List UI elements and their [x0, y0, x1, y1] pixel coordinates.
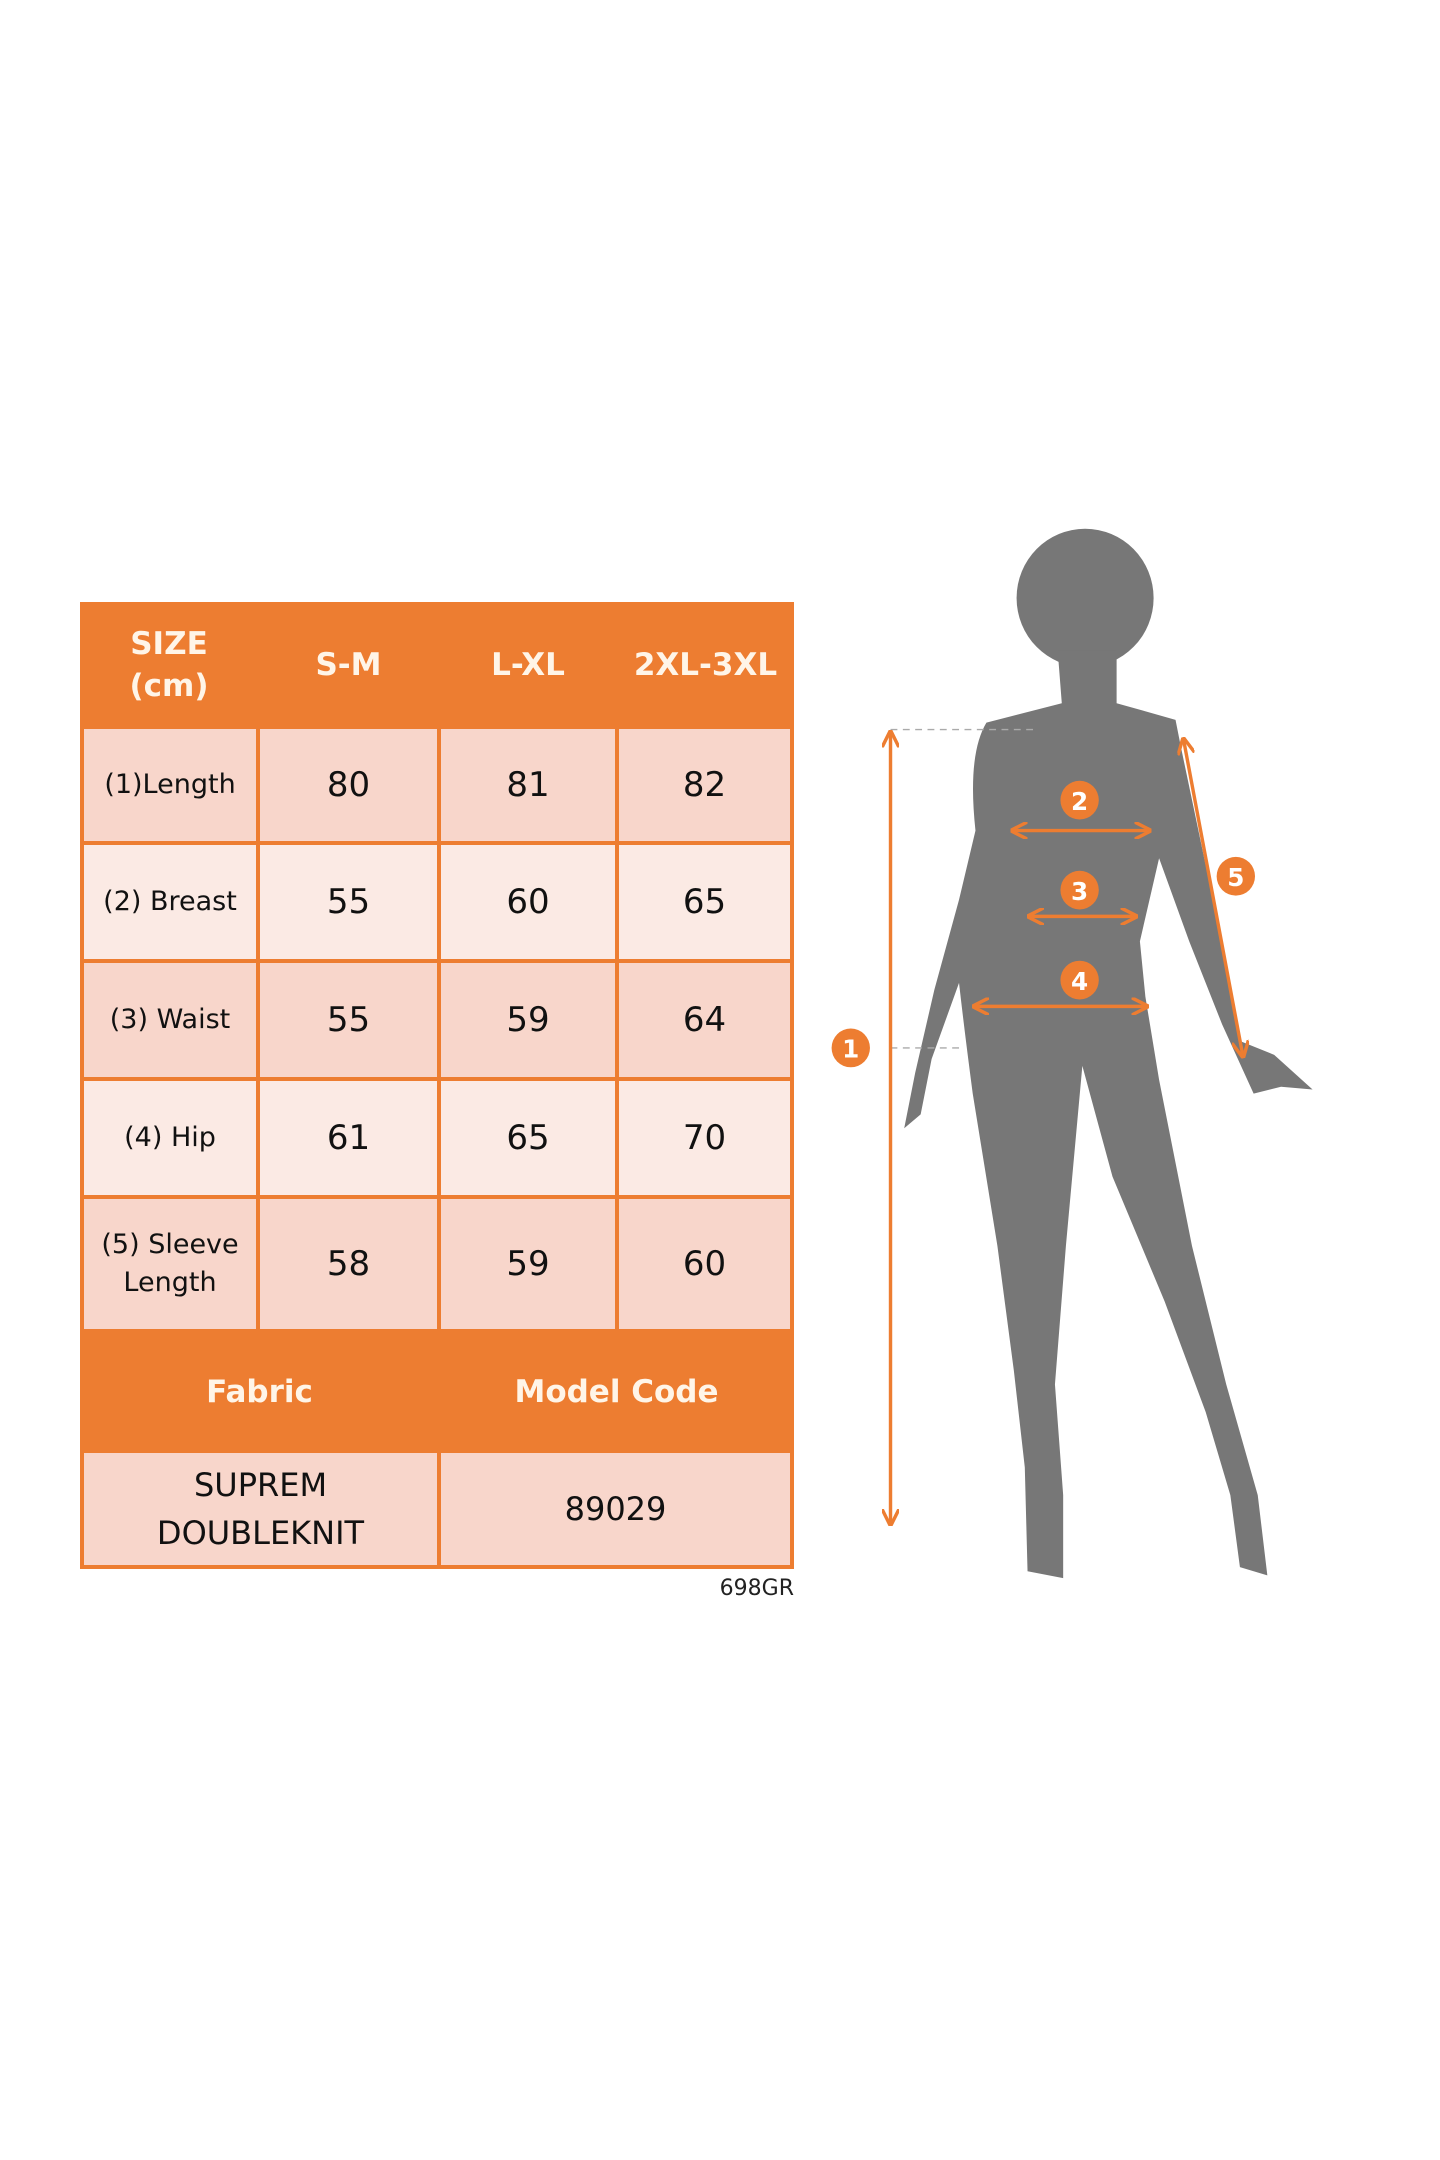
cell-length-2xl-3xl: 82: [619, 729, 790, 841]
body-measurement-figure: 1 2 3 4 5: [831, 528, 1313, 1579]
model-code-value: 89029: [441, 1453, 790, 1565]
sleeve-arrow: [1184, 741, 1243, 1055]
size-chart-table: SIZE (cm) S-M L-XL 2XL-3XL (1)Length 80 …: [80, 602, 794, 1569]
marker-1: 1: [831, 1028, 870, 1068]
marker-2-label: 2: [1071, 787, 1088, 816]
marker-3: 3: [1060, 870, 1099, 910]
marker-3-label: 3: [1071, 877, 1088, 906]
header-size: SIZE (cm): [80, 602, 258, 727]
silhouette-head: [1016, 528, 1154, 668]
row-label-hip: (4) Hip: [84, 1081, 256, 1195]
fabric-value: SUPREM DOUBLEKNIT: [84, 1453, 437, 1565]
row-label-sleeve-length: (5) Sleeve Length: [84, 1199, 256, 1329]
row-label-sleeve-line2: Length: [123, 1267, 217, 1298]
cell-waist-s-m: 55: [260, 963, 437, 1077]
marker-4-label: 4: [1071, 967, 1088, 996]
header-size-line2: (cm): [129, 667, 209, 704]
cell-hip-s-m: 61: [260, 1081, 437, 1195]
cell-sleeve-s-m: 58: [260, 1199, 437, 1329]
cell-hip-l-xl: 65: [441, 1081, 615, 1195]
cell-waist-2xl-3xl: 64: [619, 963, 790, 1077]
cell-breast-s-m: 55: [260, 845, 437, 959]
cell-waist-l-xl: 59: [441, 963, 615, 1077]
row-label-breast: (2) Breast: [84, 845, 256, 959]
cell-breast-2xl-3xl: 65: [619, 845, 790, 959]
cell-length-l-xl: 81: [441, 729, 615, 841]
cell-breast-l-xl: 60: [441, 845, 615, 959]
product-code: 698GR: [719, 1576, 794, 1601]
header-l-xl: L-XL: [491, 646, 565, 683]
cell-sleeve-l-xl: 59: [441, 1199, 615, 1329]
marker-1-label: 1: [842, 1034, 859, 1063]
fabric-line1: SUPREM: [193, 1466, 328, 1504]
measurement-guides: [891, 728, 1243, 1523]
marker-2: 2: [1060, 780, 1099, 820]
row-label-sleeve-line1: (5) Sleeve: [101, 1229, 239, 1260]
header-fabric: Fabric: [206, 1373, 313, 1410]
header-s-m: S-M: [315, 646, 382, 683]
fabric-line2: DOUBLEKNIT: [156, 1514, 365, 1552]
marker-5: 5: [1216, 856, 1256, 896]
marker-5-label: 5: [1227, 863, 1244, 892]
marker-4: 4: [1060, 960, 1099, 1000]
header-model-code: Model Code: [514, 1373, 719, 1410]
row-label-length: (1)Length: [84, 729, 256, 841]
header-size-line1: SIZE: [130, 625, 208, 662]
cell-sleeve-2xl-3xl: 60: [619, 1199, 790, 1329]
header-2xl-3xl: 2XL-3XL: [633, 646, 778, 683]
cell-hip-2xl-3xl: 70: [619, 1081, 790, 1195]
row-label-waist: (3) Waist: [84, 963, 256, 1077]
silhouette-body: [904, 650, 1313, 1579]
cell-length-s-m: 80: [260, 729, 437, 841]
silhouette: [904, 528, 1313, 1579]
